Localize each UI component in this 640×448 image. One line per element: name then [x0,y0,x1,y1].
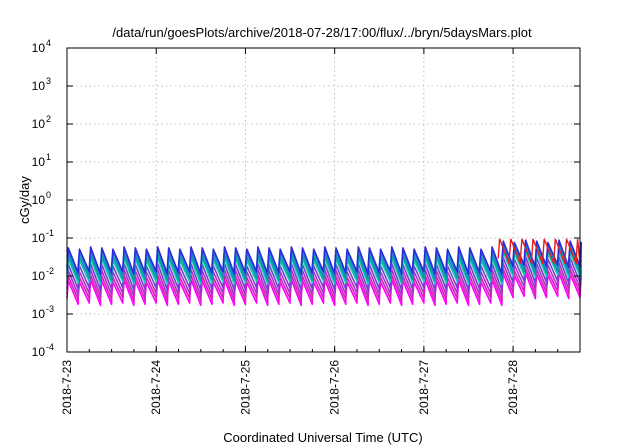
y-tick-exponent: 4 [46,38,51,48]
y-tick-label: 10 [32,269,46,283]
x-tick-label: 2018-7-27 [417,360,431,415]
y-tick-exponent: -3 [46,304,54,314]
y-tick-exponent: -4 [46,342,54,352]
y-tick-label: 10 [32,117,46,131]
series-line [66,239,583,275]
y-tick-label: 10 [32,193,46,207]
y-tick-exponent: -2 [46,266,54,276]
chart-title: /data/run/goesPlots/archive/2018-07-28/1… [112,25,532,40]
y-tick-label: 10 [32,79,46,93]
grid [67,48,580,352]
y-tick-label: 10 [32,41,46,55]
y-tick-label: 10 [32,345,46,359]
y-tick-label: 10 [32,231,46,245]
y-tick-exponent: 2 [46,114,51,124]
x-tick-label: 2018-7-26 [328,360,342,415]
y-tick-label: 10 [32,307,46,321]
series-group [66,238,583,307]
y-tick-exponent: -1 [46,228,54,238]
x-axis-label: Coordinated Universal Time (UTC) [223,430,422,445]
x-axis: 2018-7-23 2018-7-24 2018-7-25 2018-7-26 2018… [60,48,581,415]
y-axis-label: cGy/day [17,176,32,224]
y-tick-exponent: 3 [46,76,51,86]
series-line-red [497,238,581,265]
x-tick-label: 2018-7-23 [60,360,74,415]
y-tick-exponent: 1 [46,152,51,162]
x-tick-label: 2018-7-25 [238,360,252,415]
y-tick-exponent: 0 [46,190,51,200]
x-tick-label: 2018-7-28 [506,360,520,415]
y-tick-label: 10 [32,155,46,169]
x-tick-label: 2018-7-24 [149,360,163,415]
